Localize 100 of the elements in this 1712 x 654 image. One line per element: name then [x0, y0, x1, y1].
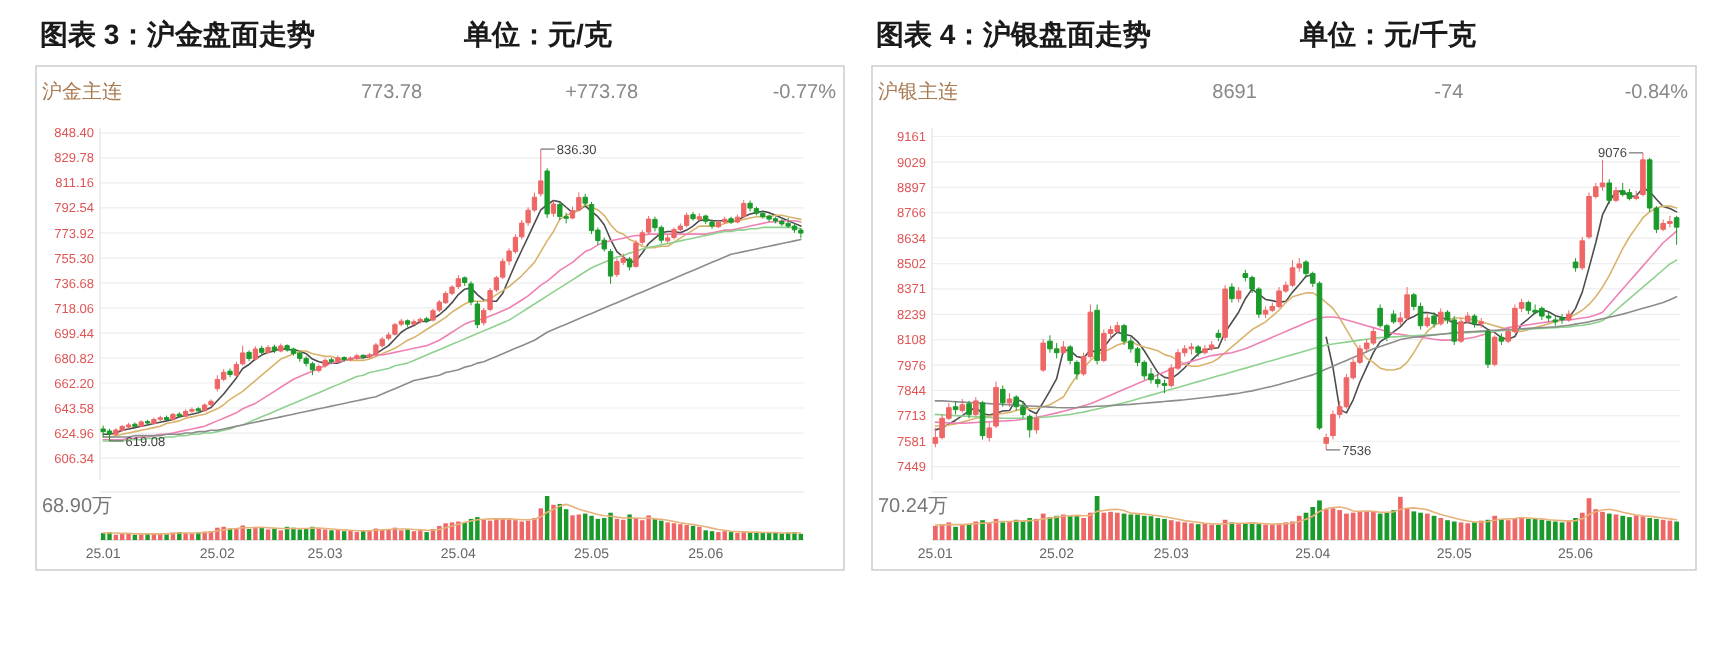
candlestick	[544, 167, 550, 219]
bar	[1054, 515, 1060, 540]
bar	[1283, 522, 1289, 540]
bar	[322, 529, 328, 540]
candlestick	[335, 355, 341, 364]
candlestick	[550, 200, 557, 218]
candlestick	[1390, 309, 1397, 325]
candlestick	[1613, 186, 1619, 203]
bar	[1168, 520, 1174, 540]
candlestick	[1431, 311, 1437, 329]
candlestick	[303, 355, 309, 367]
text: 8691	[1212, 82, 1258, 104]
bar	[1546, 520, 1551, 540]
candlestick	[1572, 257, 1579, 273]
candlestick	[1222, 284, 1228, 342]
bar	[946, 522, 952, 540]
bar	[1654, 518, 1659, 540]
bar	[1364, 510, 1370, 540]
candlestick	[1478, 317, 1484, 329]
candlestick	[1229, 282, 1235, 304]
bar	[703, 530, 708, 540]
candlestick	[664, 234, 671, 244]
bar	[1256, 524, 1262, 540]
candlestick	[1599, 159, 1606, 192]
candlestick	[1424, 313, 1431, 329]
candlestick	[163, 415, 170, 422]
bar	[1155, 518, 1161, 540]
bar	[973, 521, 979, 540]
bar	[1034, 518, 1039, 540]
bar	[1114, 512, 1120, 540]
bar	[1216, 525, 1221, 540]
bar	[1526, 518, 1531, 540]
bar	[1263, 524, 1268, 540]
candlestick	[1458, 317, 1464, 344]
bar	[1081, 518, 1086, 540]
candlestick	[1235, 286, 1242, 304]
candlestick	[1101, 329, 1107, 363]
bar	[671, 523, 677, 540]
bar	[1088, 512, 1093, 540]
candlestick	[1539, 305, 1545, 321]
bar	[1013, 519, 1019, 540]
bar	[386, 529, 391, 540]
candlestick	[760, 210, 766, 220]
bar	[953, 526, 958, 540]
candlestick	[798, 227, 804, 239]
candlestick	[182, 408, 189, 418]
bar	[494, 518, 499, 540]
candlestick	[1525, 300, 1532, 315]
bar	[253, 526, 258, 540]
chart-title: 图表 4：沪银盘面走势	[876, 18, 1152, 50]
candlestick	[1006, 392, 1013, 408]
bar	[1350, 512, 1356, 540]
bar	[1182, 522, 1188, 540]
bar	[1620, 515, 1626, 540]
bar	[1539, 519, 1545, 540]
candlestick	[979, 400, 986, 440]
bar	[1296, 515, 1302, 540]
candlestick	[658, 224, 664, 245]
candlestick	[1673, 215, 1680, 246]
candlestick	[341, 355, 347, 363]
bar	[1195, 524, 1201, 540]
bar	[684, 525, 689, 540]
line-series	[934, 295, 1678, 409]
bar	[576, 514, 582, 540]
candlestick	[1370, 327, 1377, 346]
bar	[735, 532, 740, 540]
candlestick	[1498, 332, 1505, 346]
bar	[1465, 523, 1471, 540]
bar	[291, 527, 296, 540]
candlestick	[1437, 307, 1444, 327]
candlestick	[1545, 311, 1552, 323]
bar	[589, 515, 594, 540]
bar	[709, 531, 715, 540]
bar	[297, 529, 302, 540]
bar	[646, 515, 651, 540]
candlestick	[1532, 303, 1538, 315]
candlestick	[696, 212, 703, 222]
candlestick	[1667, 215, 1673, 228]
candlestick	[1451, 315, 1458, 346]
bar	[246, 529, 252, 540]
bar	[728, 532, 734, 540]
bar	[1269, 525, 1275, 540]
bar	[1445, 520, 1450, 540]
candlestick	[1060, 340, 1067, 356]
candlestick	[1289, 259, 1296, 288]
bar	[1499, 518, 1504, 540]
candlestick	[1047, 334, 1053, 354]
bar	[265, 529, 271, 540]
candlestick	[626, 256, 633, 271]
bar	[1451, 521, 1457, 540]
candlestick	[430, 308, 436, 322]
chart-title: 图表 3：沪金盘面走势	[40, 18, 316, 50]
line-series	[934, 259, 1678, 420]
text: -0.77%	[772, 82, 837, 104]
bar	[424, 532, 429, 540]
bar	[1067, 516, 1073, 540]
candlestick	[1485, 329, 1491, 369]
candlestick	[1215, 329, 1222, 342]
bar	[1007, 521, 1012, 540]
bar	[1600, 511, 1605, 540]
